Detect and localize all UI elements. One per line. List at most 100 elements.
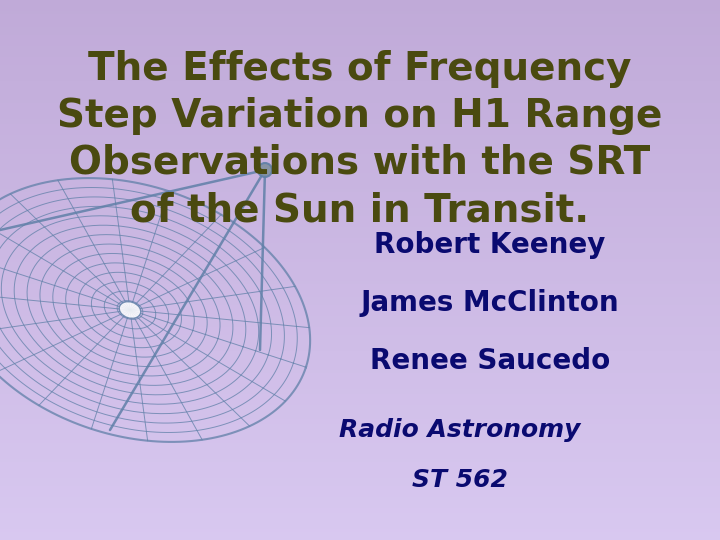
Bar — [0, 200, 720, 202]
Bar — [0, 54, 720, 57]
Bar — [0, 130, 720, 132]
Bar — [0, 510, 720, 513]
Bar — [0, 254, 720, 256]
Bar — [0, 202, 720, 205]
Bar — [0, 275, 720, 278]
Bar — [0, 500, 720, 502]
Bar — [0, 19, 720, 22]
Bar — [0, 313, 720, 316]
Bar — [0, 386, 720, 389]
Bar — [0, 146, 720, 148]
Bar — [0, 489, 720, 491]
Bar — [0, 421, 720, 424]
Bar — [0, 154, 720, 157]
Bar — [0, 383, 720, 386]
Bar — [0, 491, 720, 494]
Bar — [0, 448, 720, 451]
Bar — [0, 340, 720, 343]
Bar — [0, 537, 720, 540]
Circle shape — [258, 163, 272, 177]
Bar — [0, 97, 720, 100]
Bar — [0, 265, 720, 267]
Bar — [0, 184, 720, 186]
Bar — [0, 467, 720, 470]
Bar — [0, 456, 720, 459]
Bar — [0, 84, 720, 86]
Bar — [0, 364, 720, 367]
Bar — [0, 289, 720, 292]
Bar — [0, 494, 720, 497]
Bar — [0, 524, 720, 526]
Bar — [0, 256, 720, 259]
Bar — [0, 0, 720, 3]
Bar — [0, 362, 720, 364]
Bar — [0, 246, 720, 248]
Bar — [0, 486, 720, 489]
Bar — [0, 324, 720, 327]
Bar — [0, 481, 720, 483]
Bar — [0, 392, 720, 394]
Bar — [0, 429, 720, 432]
Bar — [0, 446, 720, 448]
Bar — [0, 497, 720, 500]
Bar — [0, 5, 720, 8]
Bar — [0, 427, 720, 429]
Bar — [0, 351, 720, 354]
Bar — [0, 432, 720, 435]
Bar — [0, 176, 720, 178]
Bar — [0, 22, 720, 24]
Bar — [0, 518, 720, 521]
Bar — [0, 413, 720, 416]
Bar — [0, 27, 720, 30]
Bar — [0, 292, 720, 294]
Bar — [0, 251, 720, 254]
Bar — [0, 410, 720, 413]
Bar — [0, 505, 720, 508]
Bar — [0, 248, 720, 251]
Bar — [0, 424, 720, 427]
Bar — [0, 151, 720, 154]
Bar — [0, 73, 720, 76]
Bar — [0, 359, 720, 362]
Bar — [0, 273, 720, 275]
Bar — [0, 140, 720, 143]
Bar — [0, 389, 720, 392]
Bar — [0, 3, 720, 5]
Bar — [0, 57, 720, 59]
Bar — [0, 49, 720, 51]
Bar — [0, 173, 720, 176]
Bar — [0, 335, 720, 338]
Bar — [0, 316, 720, 319]
Bar — [0, 354, 720, 356]
Bar — [0, 38, 720, 40]
Bar — [0, 135, 720, 138]
Bar — [0, 502, 720, 505]
Bar — [0, 92, 720, 94]
Bar — [0, 14, 720, 16]
Bar — [0, 211, 720, 213]
Bar — [0, 224, 720, 227]
Bar — [0, 300, 720, 302]
Bar — [0, 116, 720, 119]
Bar — [0, 284, 720, 286]
Bar — [0, 416, 720, 418]
Bar — [0, 400, 720, 402]
Bar — [0, 259, 720, 262]
Text: Renee Saucedo: Renee Saucedo — [370, 347, 610, 375]
Bar — [0, 59, 720, 62]
Bar — [0, 367, 720, 370]
Bar — [0, 159, 720, 162]
Bar — [0, 208, 720, 211]
Bar — [0, 68, 720, 70]
Bar — [0, 435, 720, 437]
Bar — [0, 454, 720, 456]
Bar — [0, 113, 720, 116]
Bar — [0, 178, 720, 181]
Bar — [0, 8, 720, 11]
Bar — [0, 408, 720, 410]
Bar — [0, 394, 720, 397]
Bar — [0, 35, 720, 38]
Bar — [0, 373, 720, 375]
Bar — [0, 308, 720, 310]
Bar — [0, 148, 720, 151]
